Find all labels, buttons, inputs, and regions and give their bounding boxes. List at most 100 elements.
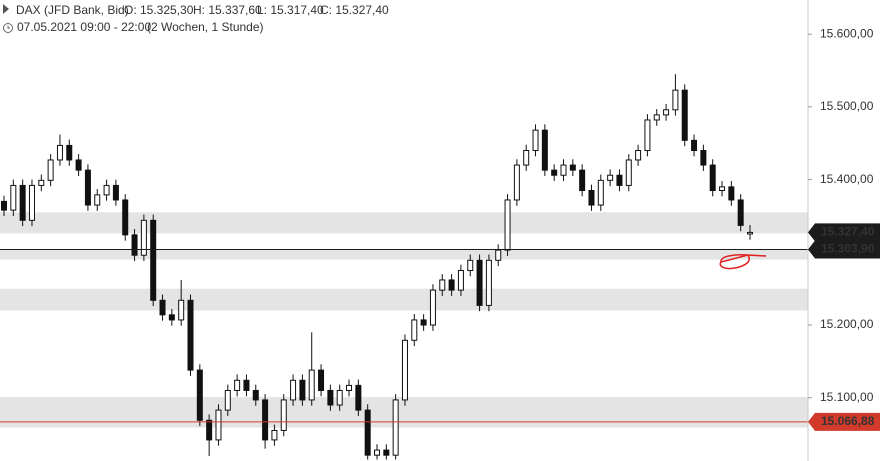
candle-body [467,259,474,271]
candle-body [122,199,129,236]
price-tag-label: 15.327,40 [821,225,875,239]
candle-body [420,319,427,326]
candle-body [187,299,194,371]
price-tag-label: 15.066,88 [821,414,875,428]
candle-body [523,150,530,166]
y-tick-label: 15.500,00 [820,99,874,113]
annotation [719,254,767,270]
candle-body [476,259,483,306]
candle-body [653,114,660,121]
candle-body [588,190,595,206]
candle-body [681,89,688,141]
candle-body [747,231,753,235]
collapse-icon[interactable] [3,4,9,14]
ohlc-low: L: 15.317,40 [257,3,324,17]
candle-body [383,449,390,456]
candle-body [75,159,82,171]
y-tick-label: 15.400,00 [820,172,874,186]
candle-body [495,249,502,261]
candle-body [364,409,371,456]
ohlc-open: O: 15.325,30 [124,3,194,17]
candle-body [56,144,63,161]
zone [0,288,808,311]
candle-body [215,409,222,441]
candle-body [131,234,138,256]
candle-body [719,186,726,192]
candle-body [38,179,45,186]
candle-body [625,159,632,186]
candle-body [569,164,576,171]
candle-body [737,199,744,226]
candle-body [19,184,26,221]
candle-body [597,179,604,206]
candle-body [66,144,73,161]
candle-body [691,139,698,152]
candle-body [150,219,157,301]
price-tag-bg [808,240,880,259]
candle-body [196,369,203,421]
zone [0,397,808,428]
zone [0,212,808,234]
candle-body [84,169,91,206]
zone [0,249,808,260]
candle-body [401,339,408,401]
candle-body [178,299,185,321]
candle-body [28,184,35,221]
candle-body [262,399,269,441]
candle-body [579,169,586,192]
candle-body [374,449,380,456]
candle-body [355,384,362,411]
candle-body [616,174,623,186]
candle-body [672,89,679,111]
candle-body [280,399,287,431]
clock-hands [7,25,10,29]
y-tick-label: 15.200,00 [820,317,874,331]
candle-body [635,150,642,161]
candle-body [271,429,278,441]
candle-body [429,289,436,326]
candle-body [485,259,492,306]
price-tag-label: 15.303,90 [821,242,875,256]
ohlc-high: H: 15.337,60 [193,3,262,17]
candle-body [308,369,315,401]
candle-body [224,389,231,411]
price-tag-bg [808,412,880,431]
candle-body [541,129,548,171]
candle-body [103,184,110,196]
ohlc-close: C: 15.327,40 [320,3,389,17]
candle-body [709,164,716,192]
date-range: 07.05.2021 09:00 - 22:00 [17,20,151,34]
candle-body [607,174,614,181]
candle-body [457,269,464,291]
period: (2 Wochen, 1 Stunde) [147,20,264,34]
candle-body [392,399,399,456]
candle-body [663,109,670,116]
candle-body [411,319,418,341]
candle-body [327,389,334,406]
candle-body [448,279,455,291]
candle-body [728,186,735,201]
candle-body [168,314,175,321]
clock-icon [3,23,13,33]
candle-body [336,389,343,406]
candle-body [140,219,147,256]
candle-body [551,169,558,176]
candle-body [700,150,707,166]
candle-body [290,379,297,401]
y-tick-label: 15.600,00 [820,26,874,40]
candle-body [644,119,651,152]
candle-body [439,279,446,291]
candle-body [560,164,567,176]
candle-body [513,164,520,201]
candle-body [234,379,241,391]
candle-body [10,184,17,211]
candle-body [1,200,7,211]
price-tag-bg [808,223,880,242]
candle-body [252,389,259,401]
candle-body [318,369,325,391]
candle-body [299,379,306,401]
candle-body [206,419,213,441]
candle-body [94,194,101,206]
candle-body [159,299,166,316]
